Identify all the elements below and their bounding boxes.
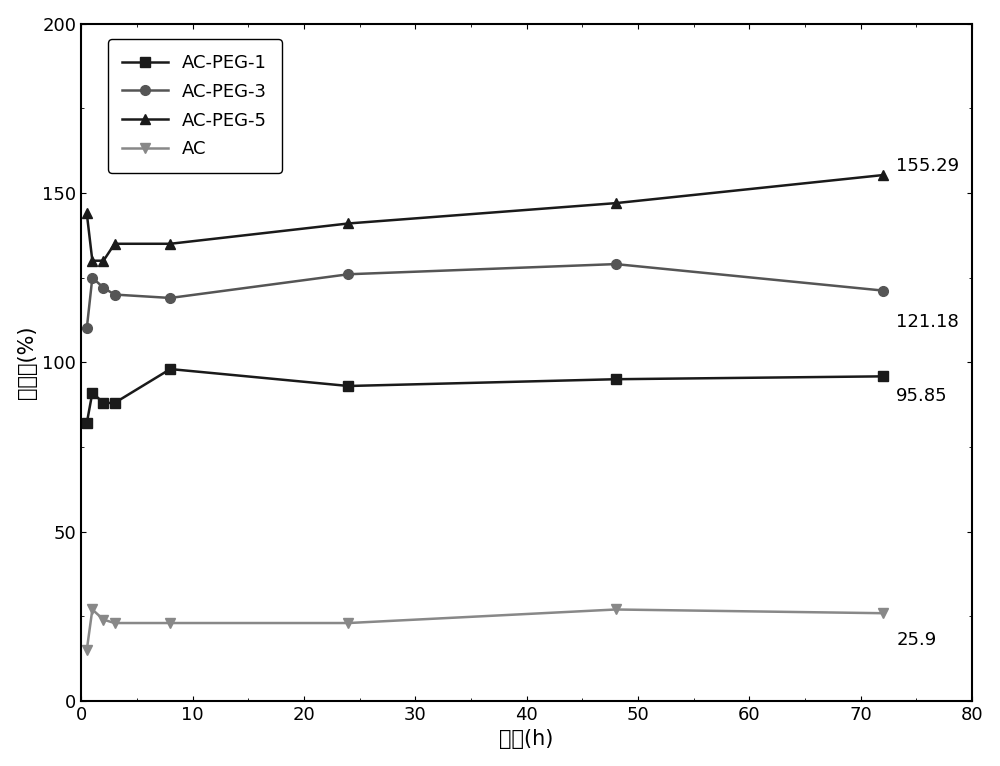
Text: 155.29: 155.29 <box>896 157 959 175</box>
AC-PEG-1 <box>877 372 889 381</box>
AC-PEG-5 <box>610 198 622 208</box>
AC-PEG-1 <box>109 398 121 408</box>
AC <box>86 605 98 614</box>
AC-PEG-5 <box>877 171 889 180</box>
AC <box>164 618 176 627</box>
AC <box>109 618 121 627</box>
AC-PEG-3 <box>81 324 93 333</box>
Text: 121.18: 121.18 <box>896 313 959 331</box>
AC-PEG-3 <box>109 290 121 300</box>
AC <box>97 615 109 624</box>
AC <box>81 646 93 655</box>
AC-PEG-1 <box>81 419 93 428</box>
AC-PEG-3 <box>610 260 622 269</box>
AC-PEG-1 <box>97 398 109 408</box>
AC-PEG-3 <box>164 293 176 303</box>
Legend: AC-PEG-1, AC-PEG-3, AC-PEG-5, AC: AC-PEG-1, AC-PEG-3, AC-PEG-5, AC <box>108 40 282 173</box>
AC-PEG-5 <box>164 239 176 248</box>
Line: AC-PEG-3: AC-PEG-3 <box>82 259 888 333</box>
AC-PEG-1 <box>86 388 98 398</box>
Line: AC: AC <box>82 604 888 655</box>
AC <box>877 609 889 618</box>
AC <box>342 618 354 627</box>
AC-PEG-5 <box>342 219 354 228</box>
AC-PEG-3 <box>97 283 109 293</box>
AC-PEG-5 <box>86 256 98 265</box>
AC-PEG-1 <box>610 375 622 384</box>
AC-PEG-3 <box>342 270 354 279</box>
Text: 25.9: 25.9 <box>896 631 937 649</box>
AC-PEG-1 <box>164 365 176 374</box>
X-axis label: 时间(h): 时间(h) <box>499 729 554 749</box>
AC-PEG-5 <box>81 208 93 218</box>
AC-PEG-1 <box>342 381 354 391</box>
AC <box>610 605 622 614</box>
AC-PEG-5 <box>97 256 109 265</box>
AC-PEG-5 <box>109 239 121 248</box>
Y-axis label: 吸液率(%): 吸液率(%) <box>17 326 37 399</box>
Line: AC-PEG-1: AC-PEG-1 <box>82 364 888 428</box>
Line: AC-PEG-5: AC-PEG-5 <box>82 170 888 266</box>
Text: 95.85: 95.85 <box>896 387 948 405</box>
AC-PEG-3 <box>877 286 889 295</box>
AC-PEG-3 <box>86 273 98 282</box>
